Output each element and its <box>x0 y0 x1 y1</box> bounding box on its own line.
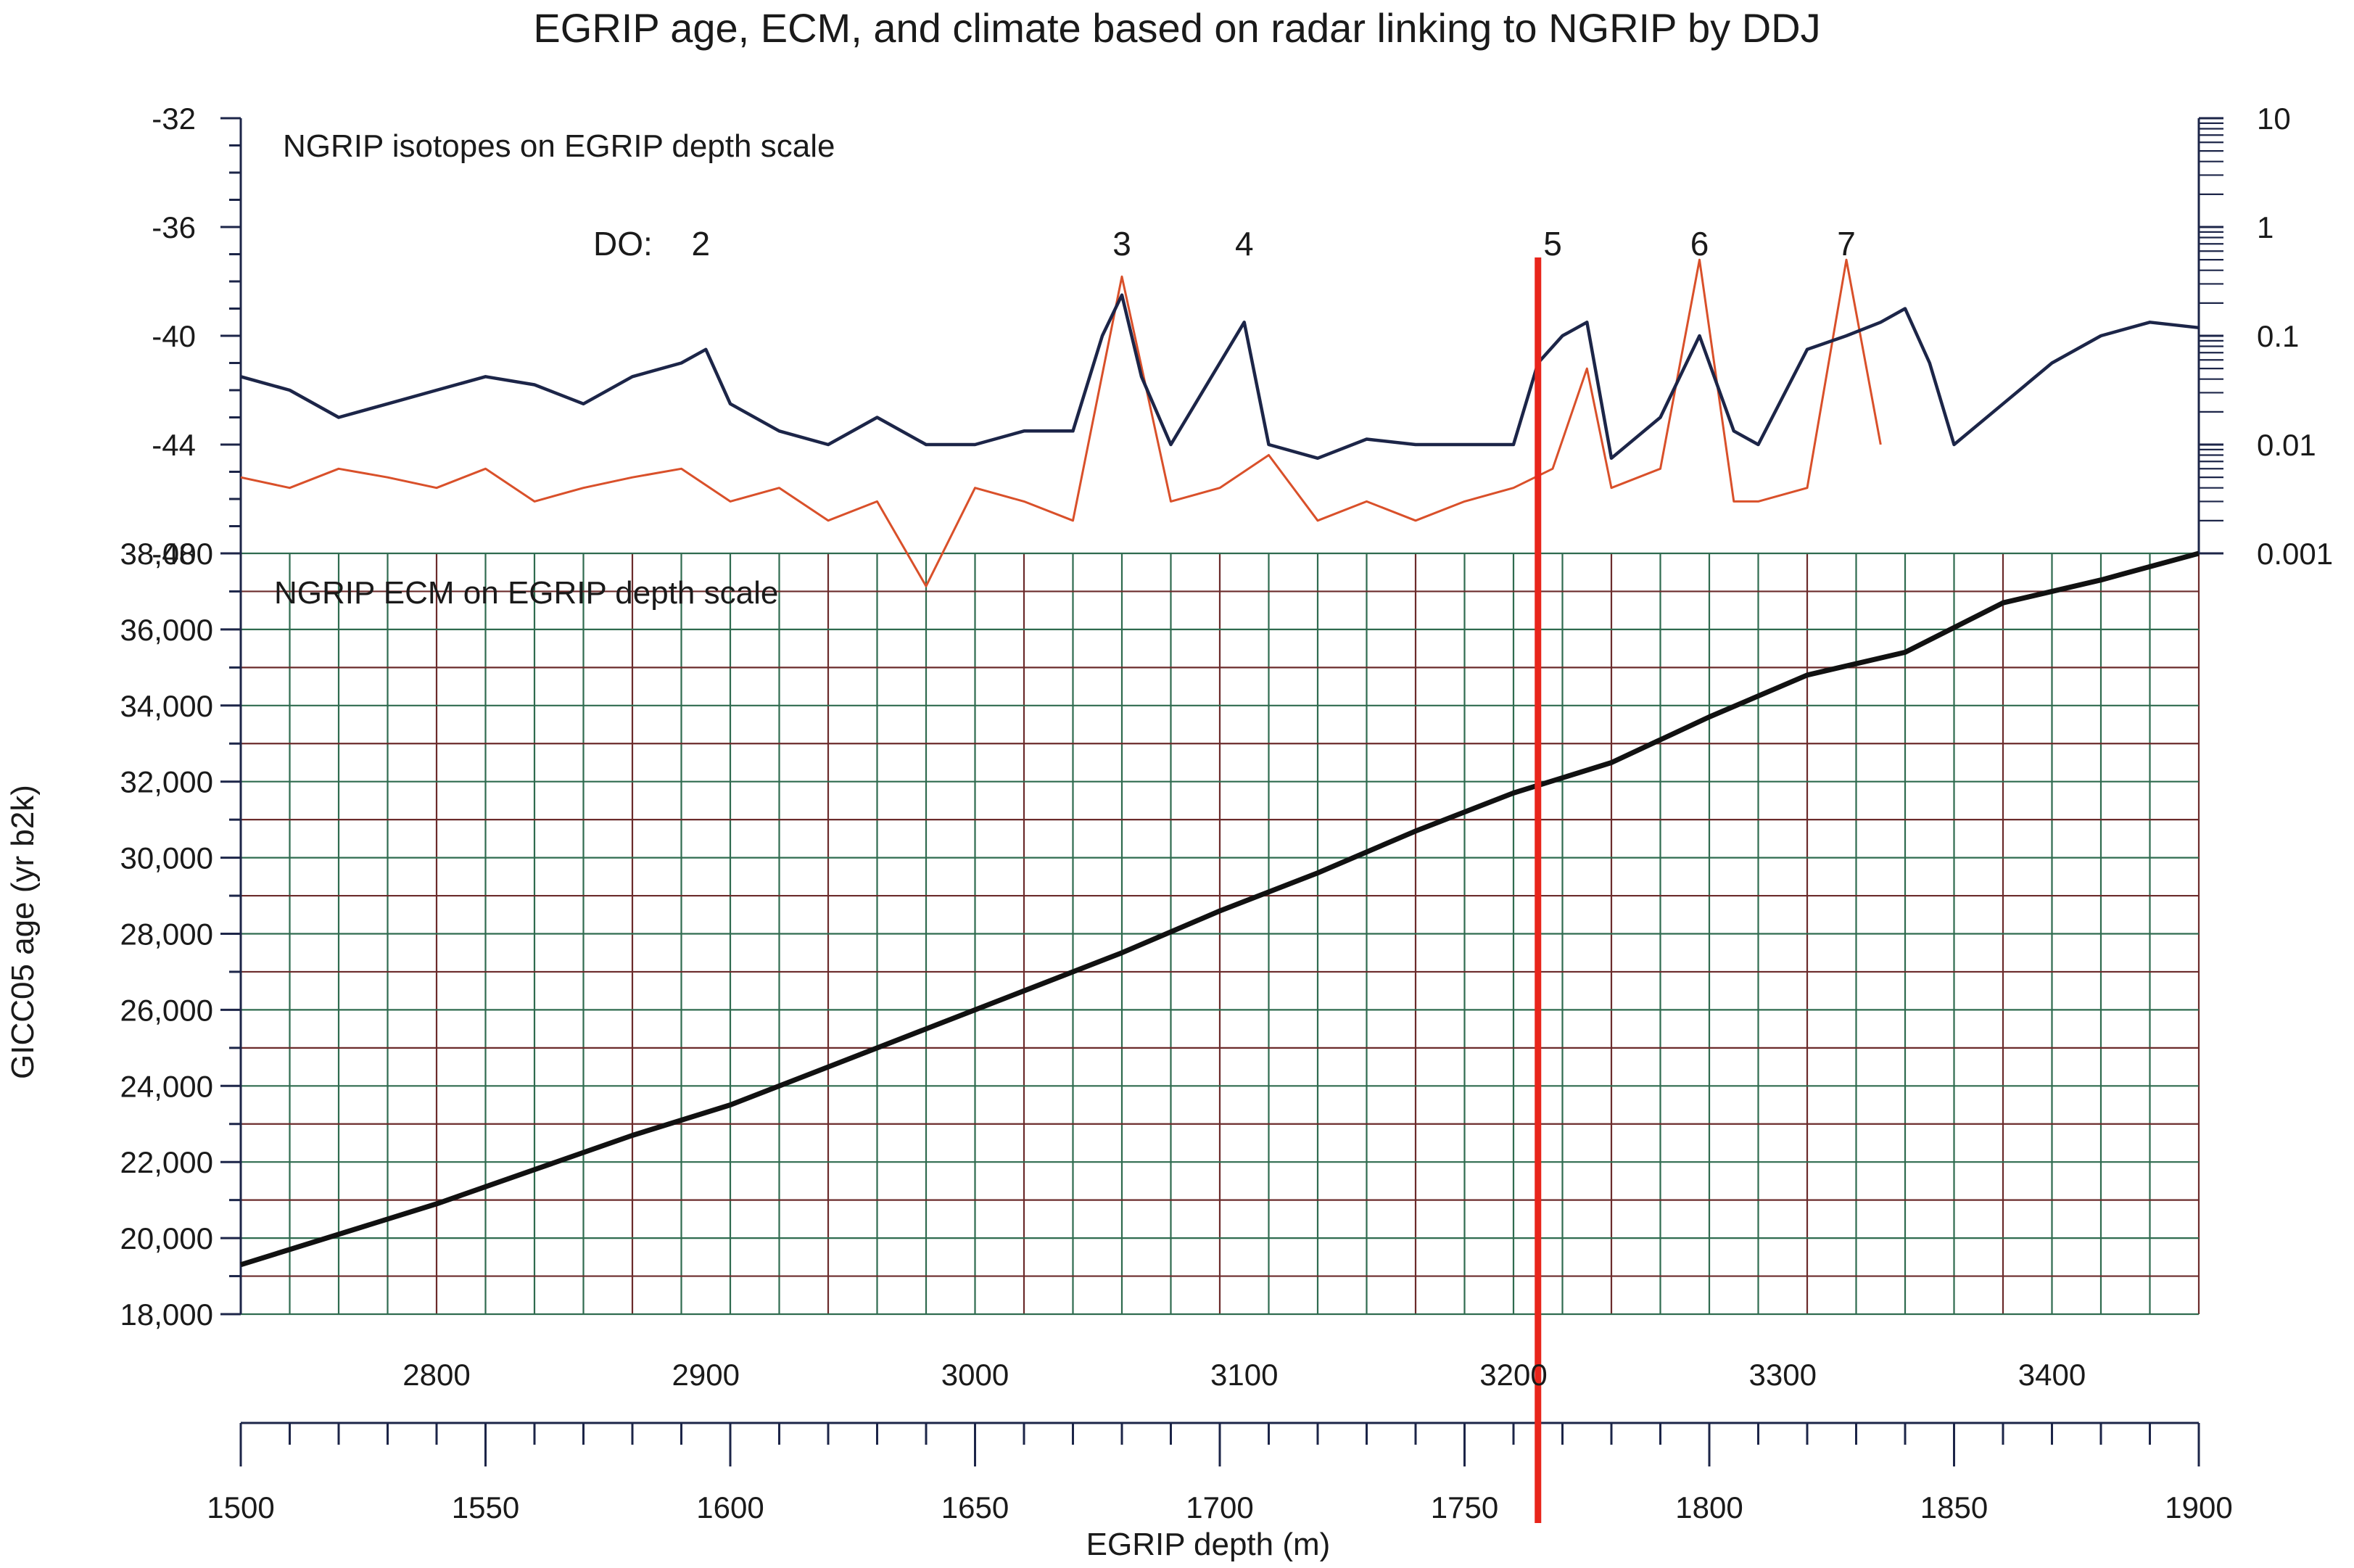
age-tick-label: 20,000 <box>120 1221 213 1255</box>
ecm-panel-label: NGRIP ECM on EGRIP depth scale <box>274 575 778 611</box>
age-tick-label: 24,000 <box>120 1069 213 1103</box>
age-grid <box>239 552 2200 1316</box>
y-axis-label: GICC05 age (yr b2k) <box>5 785 41 1079</box>
axes <box>220 117 2223 1466</box>
isotope-series-line <box>240 293 2200 461</box>
age-tick-label: 32,000 <box>120 765 213 799</box>
ecm-tick-label: 1 <box>2257 210 2274 244</box>
age-tick-label: 26,000 <box>120 993 213 1027</box>
age-tick-label: 38,000 <box>120 537 213 571</box>
x-axis-label: EGRIP depth (m) <box>1086 1527 1331 1562</box>
isotope-tick-label: -36 <box>152 210 196 244</box>
bottom-x-tick-label: 1550 <box>452 1490 519 1524</box>
bottom-x-tick-label: 1700 <box>1186 1490 1253 1524</box>
isotope-tick-label: -48 <box>152 537 196 571</box>
do-event-label: 4 <box>1235 225 1254 263</box>
do-event-label: 7 <box>1837 225 1856 263</box>
bottom-x-tick-label: 1500 <box>207 1490 274 1524</box>
do-event-label: 2 <box>691 225 710 263</box>
age-tick-label: 30,000 <box>120 841 213 875</box>
age-tick-label: 28,000 <box>120 917 213 952</box>
series-layer <box>239 257 2200 1523</box>
bottom-x-tick-label: 1650 <box>941 1490 1009 1524</box>
age-tick-label: 18,000 <box>120 1297 213 1332</box>
ecm-tick-label: 10 <box>2257 102 2291 136</box>
labels-layer: 18,000 20,000 22,000 24,000 26,000 28,000 30,0… <box>120 102 2334 1524</box>
ecm-series-line <box>240 258 1882 587</box>
top-x-tick-label: 3100 <box>1210 1358 1278 1392</box>
bottom-x-tick-label: 1750 <box>1431 1490 1498 1524</box>
bottom-x-tick-label: 1800 <box>1675 1490 1743 1524</box>
isotope-tick-label: -44 <box>152 428 196 462</box>
bottom-x-tick-label: 1900 <box>2165 1490 2232 1524</box>
ecm-tick-label: 0.001 <box>2257 537 2333 571</box>
bottom-x-tick-label: 1850 <box>1920 1490 1988 1524</box>
age-tick-label: 36,000 <box>120 613 213 647</box>
do-event-label: 5 <box>1543 225 1562 263</box>
chart-title: EGRIP age, ECM, and climate based on rad… <box>533 5 1820 51</box>
top-x-tick-label: 2900 <box>672 1358 740 1392</box>
bottom-x-tick-label: 1600 <box>696 1490 764 1524</box>
ecm-tick-label: 0.01 <box>2257 428 2316 462</box>
top-x-tick-label: 3200 <box>1479 1358 1547 1392</box>
ecm-tick-label: 0.1 <box>2257 319 2299 353</box>
top-x-tick-label: 2800 <box>402 1358 470 1392</box>
do-event-label: 3 <box>1112 225 1131 263</box>
isotope-panel-label: NGRIP isotopes on EGRIP depth scale <box>283 128 835 164</box>
isotope-tick-label: -32 <box>152 102 196 136</box>
age-tick-label: 22,000 <box>120 1145 213 1179</box>
top-x-tick-label: 3400 <box>2018 1358 2086 1392</box>
top-x-tick-label: 3000 <box>941 1358 1009 1392</box>
do-prefix-label: DO: <box>593 225 653 263</box>
top-x-tick-label: 3300 <box>1749 1358 1817 1392</box>
isotope-tick-label: -40 <box>152 319 196 353</box>
age-series-line <box>239 550 2200 1268</box>
do-event-label: 6 <box>1690 225 1709 263</box>
age-tick-label: 34,000 <box>120 689 213 723</box>
